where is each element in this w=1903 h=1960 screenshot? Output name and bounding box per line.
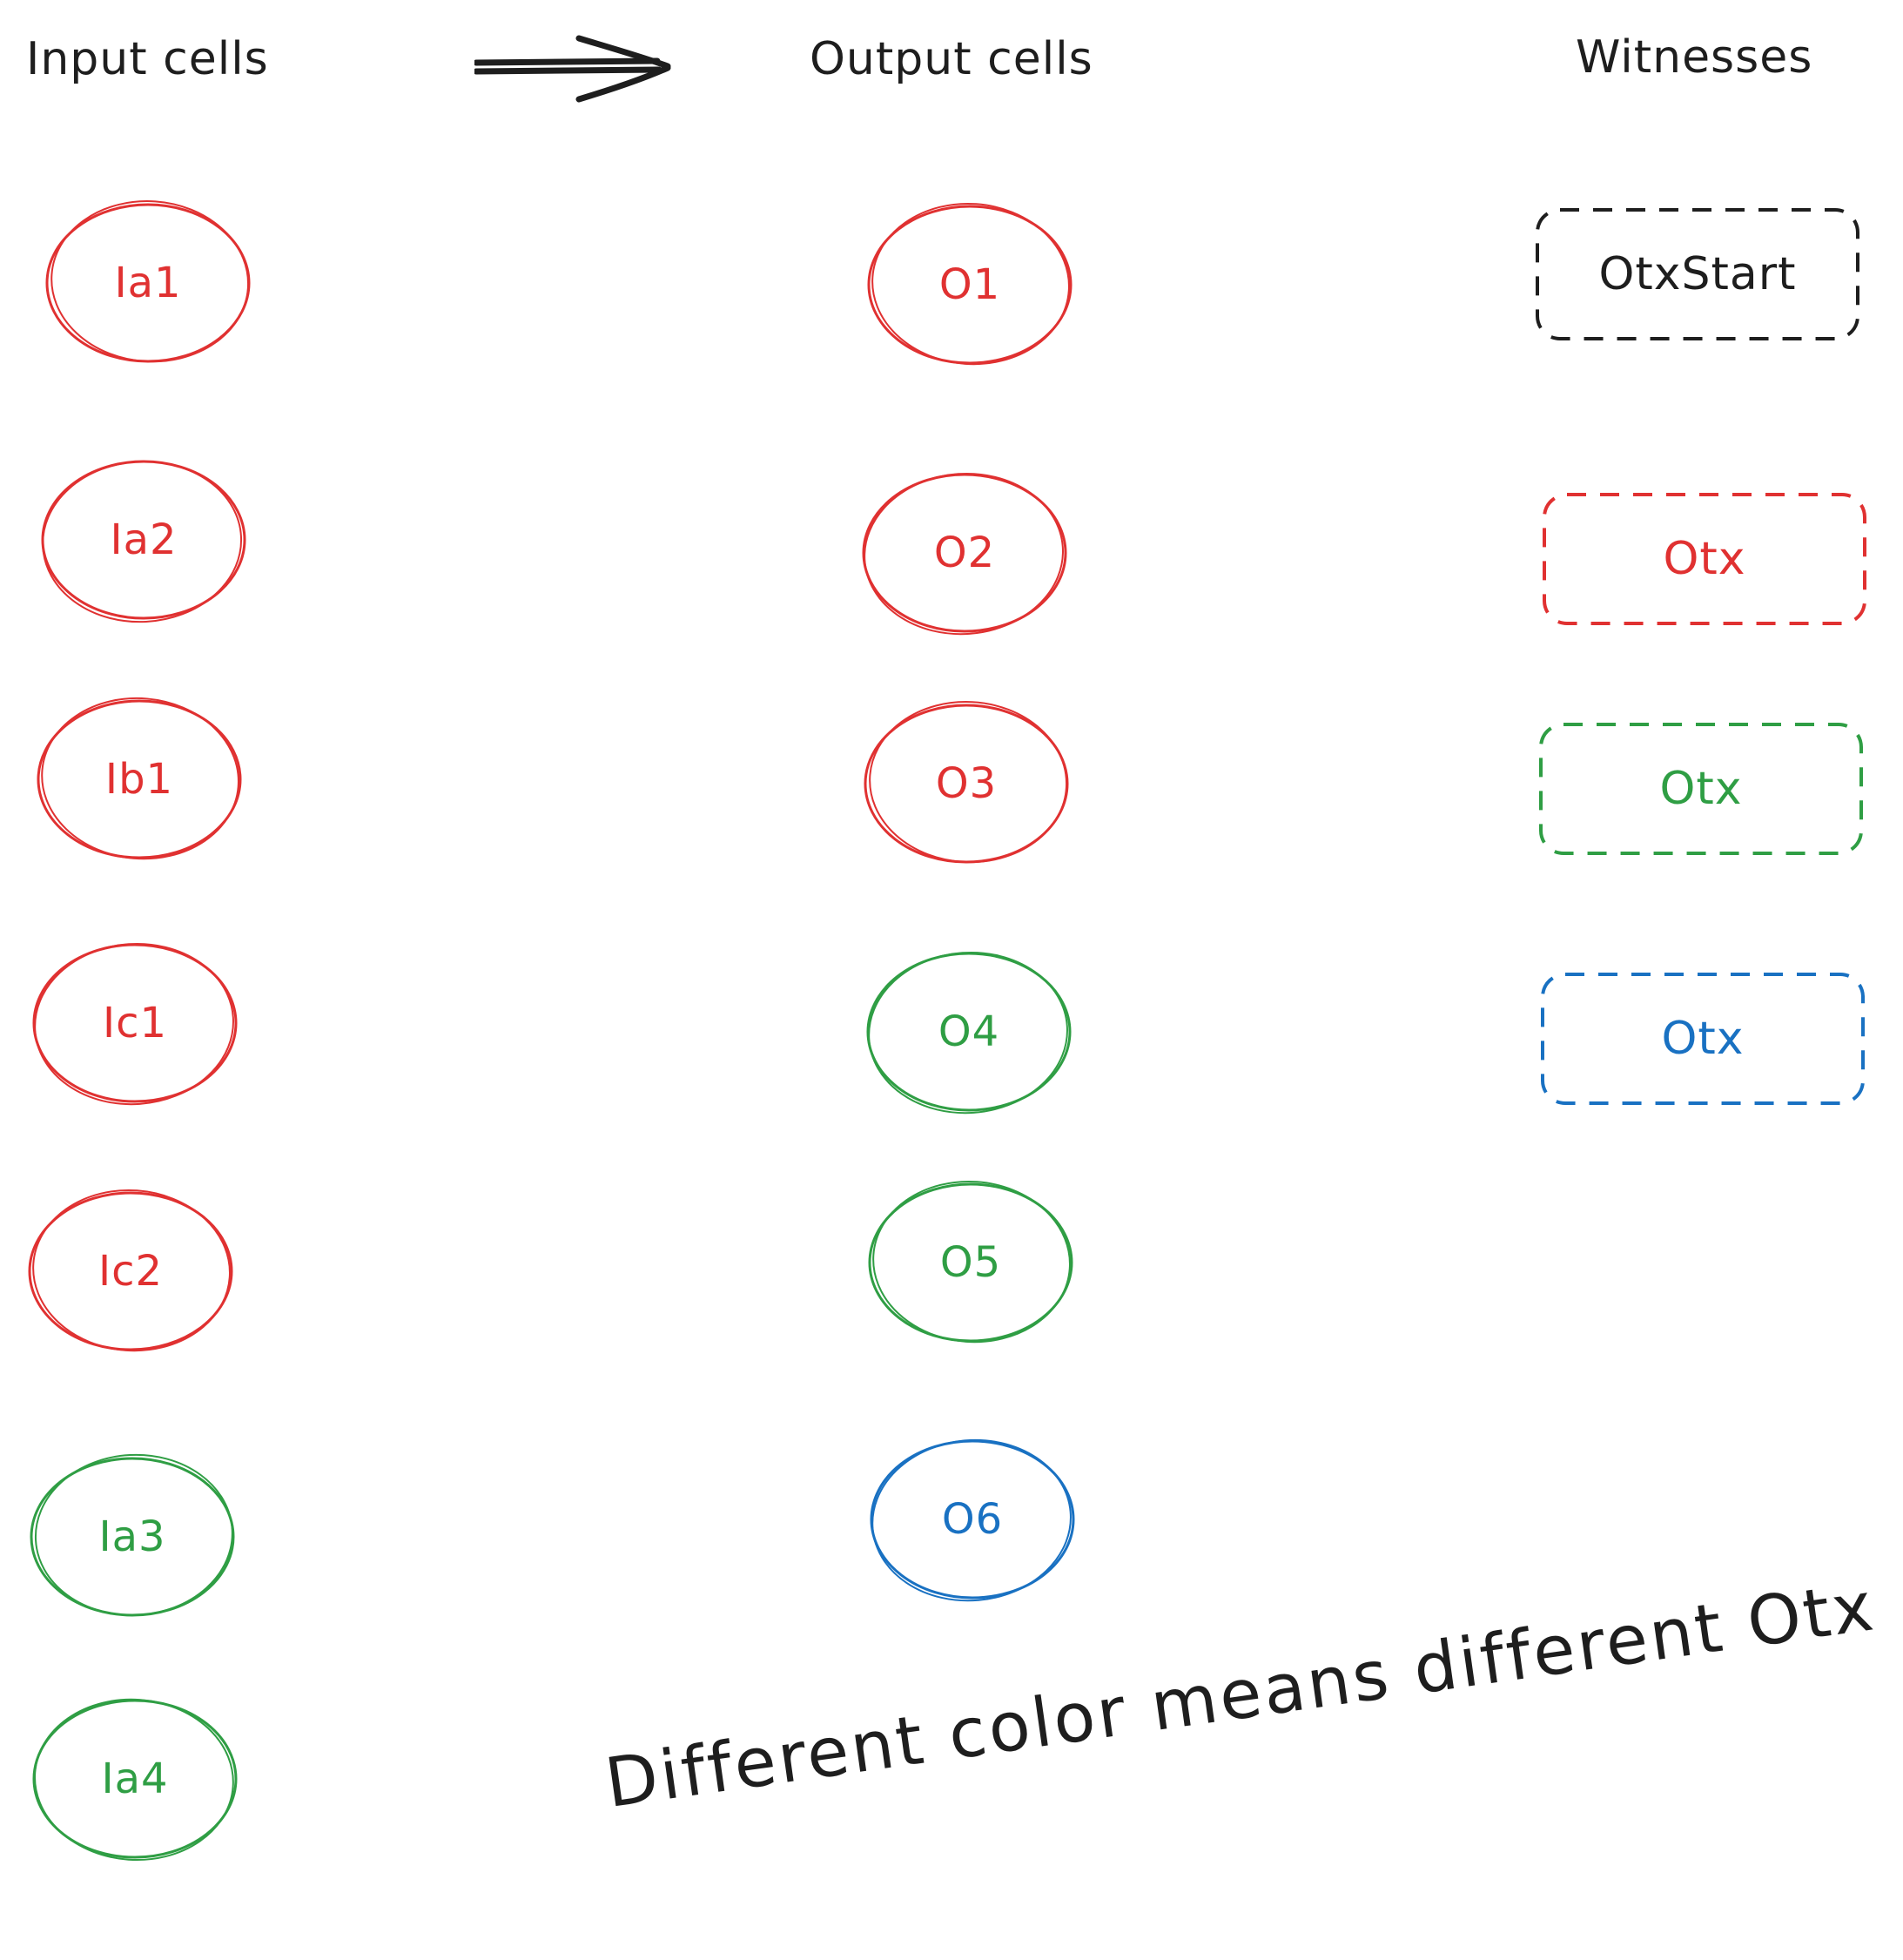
output-cells-header: Output cells <box>810 33 1093 85</box>
cell-label: Ia3 <box>98 1512 166 1561</box>
witness-dashed-box-shape <box>1541 973 1865 1105</box>
double-arrow-right-icon <box>474 35 671 103</box>
witness-box: Otx <box>1539 489 1870 629</box>
input-cell: Ic2 <box>26 1189 235 1354</box>
cell-label: O1 <box>938 260 1001 309</box>
input-cell: Ia2 <box>39 457 248 623</box>
input-cell: Ia1 <box>44 200 252 366</box>
witness-dashed-box-shape <box>1536 208 1859 340</box>
witness-box: Otx <box>1537 969 1868 1108</box>
cell-ellipse-shape <box>862 472 1067 636</box>
witness-box: OtxStart <box>1532 205 1863 344</box>
output-cell: O5 <box>866 1180 1075 1345</box>
cell-ellipse-shape <box>41 460 246 623</box>
cell-ellipse-shape <box>28 1189 233 1352</box>
witness-dashed-box-shape <box>1539 723 1863 855</box>
cell-label: Ia4 <box>101 1755 169 1803</box>
cell-label: O3 <box>935 759 998 808</box>
cell-ellipse-shape <box>37 697 242 860</box>
cell-label: Ia2 <box>110 515 178 564</box>
cell-label: Ic2 <box>98 1247 164 1296</box>
input-cell: Ia4 <box>30 1696 239 1862</box>
cell-ellipse-shape <box>868 1180 1073 1344</box>
cell-label: Ib1 <box>104 755 174 804</box>
cell-label: O2 <box>933 529 996 577</box>
cell-ellipse-shape <box>45 200 251 363</box>
input-cell: Ib1 <box>35 697 244 862</box>
witnesses-header: Witnesses <box>1576 31 1813 84</box>
input-cell: Ic1 <box>30 940 239 1106</box>
output-cell: O6 <box>868 1437 1077 1602</box>
witness-label: Otx <box>1663 533 1746 585</box>
color-legend-note: Different color means different Otx <box>601 1567 1880 1824</box>
cell-ellipse-shape <box>870 1438 1075 1602</box>
cell-label: O6 <box>941 1495 1004 1544</box>
cell-label: O4 <box>938 1007 1000 1056</box>
cell-ellipse-shape <box>867 202 1073 366</box>
input-cells-header: Input cells <box>26 33 269 85</box>
cell-ellipse-shape <box>866 951 1072 1115</box>
output-cell: O2 <box>860 470 1069 636</box>
cell-label: Ia1 <box>114 259 182 307</box>
cell-ellipse-shape <box>32 942 238 1106</box>
witness-dashed-box-shape <box>1543 493 1866 625</box>
output-cell: O3 <box>862 701 1071 866</box>
output-cell: O1 <box>865 202 1074 367</box>
witness-box: Otx <box>1536 719 1866 859</box>
witness-label: Otx <box>1659 763 1743 815</box>
witness-label: Otx <box>1661 1013 1745 1065</box>
cell-ellipse-shape <box>864 701 1069 864</box>
cell-label: O5 <box>939 1238 1002 1287</box>
cell-label: Ic1 <box>102 999 168 1047</box>
output-cell: O4 <box>864 949 1073 1115</box>
input-cell: Ia3 <box>28 1453 237 1620</box>
cell-ellipse-shape <box>30 1453 235 1617</box>
cell-ellipse-shape <box>32 1698 238 1862</box>
witness-label: OtxStart <box>1598 248 1797 300</box>
